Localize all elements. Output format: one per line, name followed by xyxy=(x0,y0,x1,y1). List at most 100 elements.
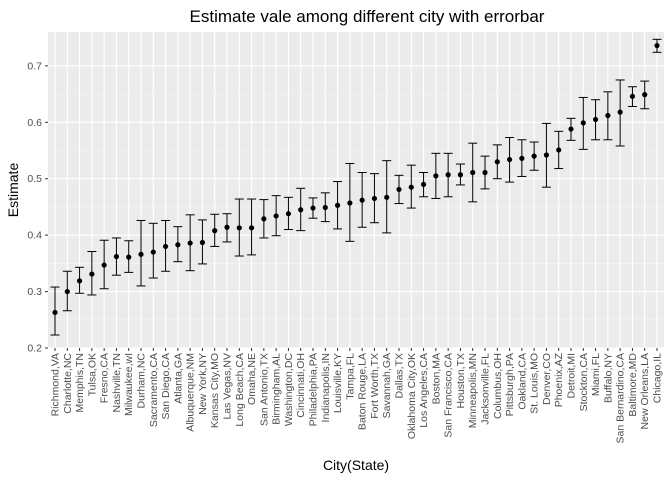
data-point-group xyxy=(75,266,85,294)
data-point-group xyxy=(431,152,441,199)
x-tick-label: New York,NY xyxy=(197,353,209,415)
data-point xyxy=(273,213,279,219)
data-point xyxy=(285,211,292,217)
x-tick-label: Kansas City,MO xyxy=(209,353,221,428)
x-tick-label: Fort Worth,TX xyxy=(369,353,381,419)
data-point xyxy=(580,120,586,126)
data-point-group xyxy=(111,237,121,276)
data-point-group xyxy=(333,181,343,230)
x-tick-label: Charlotte,NC xyxy=(62,353,74,414)
x-tick-label: Durham,NC xyxy=(136,353,148,409)
chart-title: Estimate vale among different city with … xyxy=(190,7,545,26)
data-point xyxy=(162,243,169,250)
x-tick-label: Richmond,VA xyxy=(50,353,62,416)
x-tick-label: Columbus,OH xyxy=(492,353,504,419)
y-axis: 0.2 0.3 0.4 0.5 0.6 0.7 xyxy=(27,60,48,355)
data-point-group xyxy=(578,96,588,150)
data-point xyxy=(89,271,95,277)
x-tick-label: Nashville,TN xyxy=(111,353,123,413)
data-point xyxy=(347,200,353,206)
data-point-group xyxy=(259,199,269,239)
data-point xyxy=(384,194,390,200)
x-tick-label: Chicago,IL xyxy=(652,353,664,403)
x-tick-label: Miami,FL xyxy=(590,353,602,396)
data-point-group xyxy=(382,160,392,234)
data-point xyxy=(470,169,476,176)
x-tick-label: Long Beach,CA xyxy=(234,353,246,427)
x-tick-label: Fresno,CA xyxy=(99,353,111,403)
data-point-group xyxy=(50,286,60,336)
data-point xyxy=(396,186,402,193)
data-point-group xyxy=(283,196,293,230)
data-point-group xyxy=(505,137,515,183)
data-point xyxy=(433,173,439,179)
x-tick-label: Birmingham,AL xyxy=(271,353,283,425)
data-point xyxy=(101,262,107,268)
data-point-group xyxy=(591,99,601,141)
data-point xyxy=(126,254,132,260)
x-tick-label: Memphis,TN xyxy=(74,353,86,413)
x-tick-label: Denver,CO xyxy=(541,353,553,405)
x-tick-label: Minneapolis,MN xyxy=(467,353,479,428)
data-point-group xyxy=(394,174,404,205)
data-point-group xyxy=(468,142,478,203)
x-axis-title: City(State) xyxy=(323,457,389,473)
data-point xyxy=(261,216,267,222)
x-tick-label: Philadelphia,PA xyxy=(308,353,320,426)
data-point-group xyxy=(529,141,539,171)
data-point xyxy=(494,159,500,165)
data-point xyxy=(617,109,623,115)
x-tick-label: Las Vegas,NV xyxy=(222,353,234,420)
data-point xyxy=(150,249,156,255)
y-tick-label: 0.7 xyxy=(27,60,42,72)
data-point xyxy=(76,278,83,284)
data-point-group xyxy=(566,117,576,141)
data-point-group xyxy=(271,195,281,237)
data-point-group xyxy=(603,91,613,141)
x-tick-label: Oklahoma City,OK xyxy=(406,353,418,439)
data-point xyxy=(199,239,206,246)
x-tick-label: Baltimore,MD xyxy=(627,353,639,417)
data-point-group xyxy=(320,192,330,223)
x-tick-label: Washington,DC xyxy=(283,353,295,427)
data-point xyxy=(224,224,230,230)
data-point xyxy=(629,93,636,99)
data-point xyxy=(52,309,58,316)
data-point-group xyxy=(234,198,244,257)
x-tick-label: Baton Rouge,LA xyxy=(357,353,369,430)
data-point-group xyxy=(185,214,195,272)
y-tick-label: 0.3 xyxy=(27,286,42,298)
x-tick-label: Houston,TX xyxy=(455,353,467,408)
x-tick-label: Indianapolis,IN xyxy=(320,353,332,422)
data-point-group xyxy=(222,213,232,243)
y-tick-label: 0.5 xyxy=(27,173,42,185)
data-point xyxy=(506,156,513,163)
data-point xyxy=(408,184,414,190)
data-point-group xyxy=(210,213,220,247)
plot-panel xyxy=(48,32,664,348)
data-point xyxy=(359,197,365,203)
data-point-group xyxy=(615,79,625,147)
data-point-group xyxy=(455,163,465,186)
data-point-group xyxy=(541,122,551,188)
data-point xyxy=(605,112,611,119)
data-point xyxy=(543,152,550,158)
data-point xyxy=(654,42,660,49)
x-tick-label: Omaha,NE xyxy=(246,353,258,405)
x-tick-label: Atlanta,GA xyxy=(172,353,184,404)
x-tick-label: San Bernardino,CA xyxy=(615,353,627,443)
x-tick-label: San Francisco,CA xyxy=(443,353,455,438)
data-point xyxy=(64,288,70,295)
x-tick-label: Boston,MA xyxy=(430,353,442,404)
data-point-group xyxy=(247,198,257,256)
data-point-group xyxy=(480,155,490,190)
x-tick-label: Detroit,MI xyxy=(566,353,578,399)
x-tick-label: San Antonio,TX xyxy=(258,353,270,426)
data-point-group xyxy=(296,187,306,232)
data-point xyxy=(445,172,451,178)
grid xyxy=(48,32,664,349)
data-point xyxy=(457,172,464,178)
x-tick-label: Buffalo,NY xyxy=(602,353,614,403)
x-tick-label: Pittsburgh,PA xyxy=(504,353,516,416)
